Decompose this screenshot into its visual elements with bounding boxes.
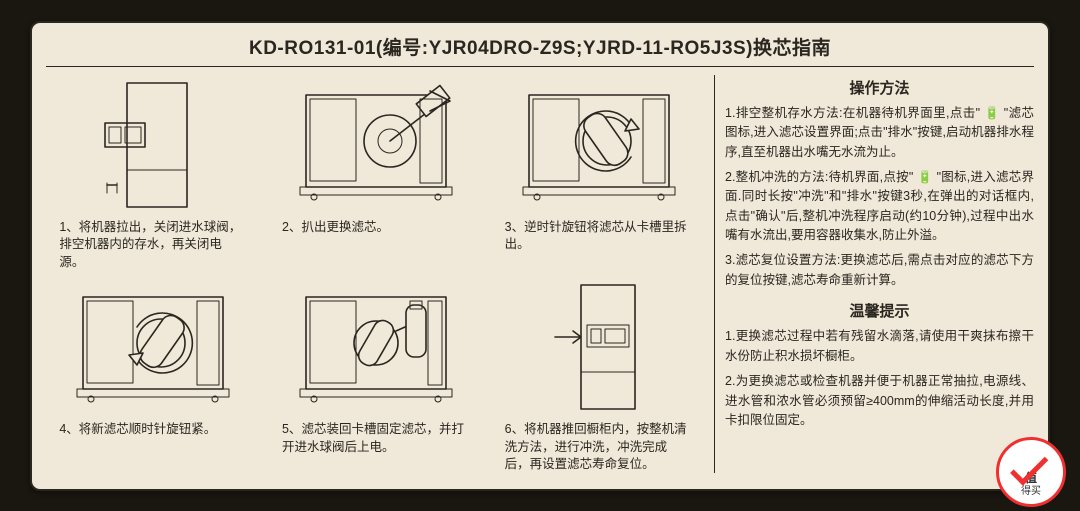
caption-3: 3、逆时针旋钮将滤芯从卡槽里拆出。 [503, 219, 693, 254]
caption-6: 6、将机器推回橱柜内，按整机清洗方法，进行冲洗，冲洗完成后，再设置滤芯寿命复位。 [503, 421, 693, 474]
diagram-3 [503, 75, 693, 215]
diagram-2 [280, 75, 470, 215]
watermark-badge: 值 得买 [996, 437, 1066, 507]
watermark-line2: 得买 [1021, 486, 1041, 497]
step-5: 5、滤芯装回卡槽固定滤芯，并打开进水球阀后上电。 [269, 277, 482, 474]
tips-list: 1.更换滤芯过程中若有残留水滴落,请使用干爽抹布擦干水份防止积水损坏橱柜。 2.… [725, 327, 1034, 430]
instruction-sheet: KD-RO131-01(编号:YJR04DRO-Z9S;YJRD-11-RO5J… [30, 21, 1050, 491]
ops-heading: 操作方法 [725, 77, 1034, 100]
step-4: 4、将新滤芯顺时针旋钮紧。 [46, 277, 259, 474]
diagram-4 [57, 277, 247, 417]
diagram-6 [503, 277, 693, 417]
caption-2: 2、扒出更换滤芯。 [280, 219, 470, 237]
step-3: 3、逆时针旋钮将滤芯从卡槽里拆出。 [491, 75, 704, 272]
op-item: 3.滤芯复位设置方法:更换滤芯后,需点击对应的滤芯下方的复位按键,滤芯寿命重新计… [725, 251, 1034, 290]
caption-1: 1、将机器拉出，关闭进水球阀，排空机器内的存水，再关闭电源。 [57, 219, 247, 272]
op-item: 2.整机冲洗的方法:待机界面,点按" 🔋 "图标,进入滤芯界面.同时长按"冲洗"… [725, 168, 1034, 246]
tips-heading: 温馨提示 [725, 300, 1034, 323]
diagram-grid: 1、将机器拉出，关闭进水球阀，排空机器内的存水，再关闭电源。 [46, 75, 704, 473]
divider [46, 66, 1034, 67]
step-6: 6、将机器推回橱柜内，按整机清洗方法，进行冲洗，冲洗完成后，再设置滤芯寿命复位。 [491, 277, 704, 474]
sheet-title: KD-RO131-01(编号:YJR04DRO-Z9S;YJRD-11-RO5J… [46, 33, 1034, 66]
diagram-5 [280, 277, 470, 417]
diagram-1 [57, 75, 247, 215]
tip-item: 2.为更换滤芯或检查机器并便于机器正常抽拉,电源线、进水管和浓水管必须预留≥40… [725, 372, 1034, 430]
body: 1、将机器拉出，关闭进水球阀，排空机器内的存水，再关闭电源。 [46, 75, 1034, 473]
tip-item: 1.更换滤芯过程中若有残留水滴落,请使用干爽抹布擦干水份防止积水损坏橱柜。 [725, 327, 1034, 366]
op-item: 1.排空整机存水方法:在机器待机界面里,点击" 🔋 "滤芯图标,进入滤芯设置界面… [725, 104, 1034, 162]
right-panel: 操作方法 1.排空整机存水方法:在机器待机界面里,点击" 🔋 "滤芯图标,进入滤… [714, 75, 1034, 473]
caption-4: 4、将新滤芯顺时针旋钮紧。 [57, 421, 247, 439]
step-1: 1、将机器拉出，关闭进水球阀，排空机器内的存水，再关闭电源。 [46, 75, 259, 272]
step-2: 2、扒出更换滤芯。 [269, 75, 482, 272]
ops-list: 1.排空整机存水方法:在机器待机界面里,点击" 🔋 "滤芯图标,进入滤芯设置界面… [725, 104, 1034, 290]
caption-5: 5、滤芯装回卡槽固定滤芯，并打开进水球阀后上电。 [280, 421, 470, 456]
